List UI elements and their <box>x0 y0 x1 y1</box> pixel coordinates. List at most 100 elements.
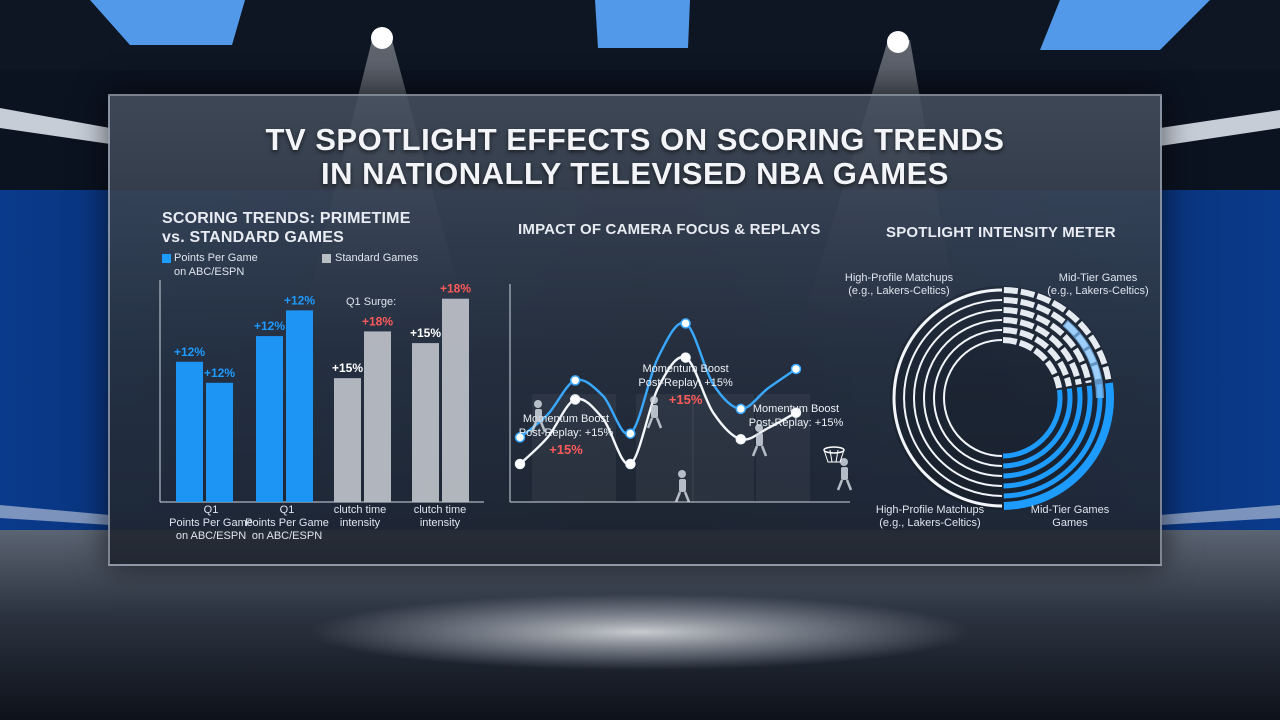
gauge-ring-left-5 <box>943 339 1003 457</box>
line-point-0-8 <box>735 403 747 415</box>
line-point-1-4 <box>625 458 636 470</box>
legend-label-blue-line1: Points Per Game <box>174 252 258 264</box>
gauge-ring-top-right-0 <box>1003 287 1112 380</box>
gauge-ring-bottom-right-4 <box>1003 388 1073 469</box>
player-leg-left-icon-3 <box>751 445 759 457</box>
bar-group-1-line1: Q1 <box>279 504 295 516</box>
gauge-top-right-line1: Mid-Tier Games <box>1058 272 1138 284</box>
bar-2 <box>256 336 283 502</box>
line-series-1 <box>519 355 797 466</box>
line-point-0-4 <box>625 428 636 439</box>
bar-group-label-0: Q1 Points Per Game on ABC/ESPN <box>164 504 258 543</box>
line-point-1-8 <box>735 434 747 445</box>
bar-group-3-line1: clutch time <box>413 504 467 516</box>
bar-group-label-2: clutch time intensity <box>320 504 400 530</box>
bar-chart: +12% +12% +12% +12% +15% +18% +15% +18% <box>159 280 484 503</box>
annotation-1-line2: Post-Replay: +15% <box>638 377 733 389</box>
gauge-label-bottom-left: High-Profile Matchups (e.g., Lakers-Celt… <box>860 504 1000 530</box>
player-silhouette-icon-4 <box>836 458 853 491</box>
player-torso-icon-3 <box>756 433 763 446</box>
legend-label-blue-line2: on ABC/ESPN <box>174 266 245 278</box>
player-head-icon-1 <box>650 396 658 404</box>
player-leg-right-icon-1 <box>655 417 663 429</box>
line-chart: Momentum Boost Post-Replay: +15% +15% Momen… <box>509 284 853 503</box>
gauge-section-title: SPOTLIGHT INTENSITY METER <box>886 224 1116 241</box>
hoop-rim-icon <box>823 446 845 454</box>
gauge-ring-left-3 <box>923 319 1003 477</box>
gauge-ring-top-right-1 <box>1003 297 1102 382</box>
gauge-ring-top-right-5 <box>1002 337 1063 389</box>
gauge-ring-bottom-right-1 <box>1003 384 1103 499</box>
gauge-label-bottom-right: Mid-Tier Games Games <box>1020 504 1120 530</box>
gauge-ring-bottom-right-2 <box>1003 385 1093 489</box>
line-section-title: IMPACT OF CAMERA FOCUS & REPLAYS <box>518 221 821 238</box>
legend-swatch-blue <box>162 254 171 263</box>
main-title-line1: TV SPOTLIGHT EFFECTS ON SCORING TRENDS <box>265 122 1005 157</box>
intensity-gauge <box>890 286 1114 510</box>
player-leg-left-icon-4 <box>836 479 844 491</box>
bar-value-label-1: +12% <box>204 366 235 380</box>
gauge-bottom-right-line1: Mid-Tier Games <box>1030 504 1110 516</box>
basketball-hoop-icon <box>823 446 845 463</box>
line-series-0 <box>519 321 797 439</box>
bar-4 <box>334 378 361 502</box>
gauge-ring-left-0 <box>892 288 1003 508</box>
bar-3 <box>286 310 313 502</box>
bar-section-title-line2: vs. STANDARD GAMES <box>162 229 344 246</box>
bar-value-label-0: +12% <box>174 345 205 359</box>
player-silhouette-icon-1 <box>646 396 663 429</box>
bar-value-label-6: +15% <box>410 326 441 340</box>
bar-6 <box>412 343 439 502</box>
gauge-ring-top-right-4 <box>1003 327 1072 387</box>
gauge-bottom-left-line1: High-Profile Matchups <box>875 504 985 516</box>
player-leg-left-icon-1 <box>646 417 654 429</box>
gauge-top-left-line1: High-Profile Matchups <box>844 272 954 284</box>
gauge-ring-bottom-right-3 <box>1003 386 1083 479</box>
hoop-net-icon <box>823 449 845 463</box>
player-torso-icon-2 <box>679 479 686 492</box>
gauge-bottom-right-line2: Games <box>1052 517 1088 529</box>
line-point-0-0 <box>514 432 526 443</box>
bar-5 <box>364 331 391 502</box>
annotation-2-line2: Post-Replay: +15% <box>749 417 844 429</box>
player-head-icon-0 <box>534 400 542 408</box>
line-point-0-2 <box>569 375 581 386</box>
player-torso-icon-1 <box>651 405 658 418</box>
line-point-1-2 <box>569 394 581 405</box>
player-silhouette-icon-0 <box>530 400 547 433</box>
player-silhouette-icon-2 <box>674 470 691 503</box>
player-head-icon-4 <box>840 458 848 466</box>
line-bg-column-0 <box>532 394 616 502</box>
main-title-line2: IN NATIONALLY TELEVISED NBA GAMES <box>321 156 949 191</box>
player-leg-right-icon-3 <box>760 445 768 457</box>
annotation-1-value: +15% <box>669 392 703 407</box>
gauge-top-left-line2: (e.g., Lakers-Celtics) <box>848 285 950 297</box>
gauge-ring-bottom-right-5 <box>1002 389 1063 459</box>
player-torso-icon-4 <box>841 467 848 480</box>
player-torso-icon-0 <box>535 409 542 422</box>
gauge-label-top-right: Mid-Tier Games (e.g., Lakers-Celtics) <box>1040 272 1156 298</box>
annotation-0-value: +15% <box>549 442 583 457</box>
gauge-label-top-left: High-Profile Matchups (e.g., Lakers-Celt… <box>834 272 964 298</box>
annotation-1-line1: Momentum Boost <box>642 363 728 375</box>
gauge-ring-top-right-3 <box>1003 317 1082 386</box>
bar-group-3-line2: intensity <box>419 517 461 529</box>
player-leg-right-icon-4 <box>845 479 853 491</box>
line-point-1-10 <box>790 407 802 418</box>
bar-group-label-3: clutch time intensity <box>400 504 480 530</box>
line-point-1-6 <box>680 352 691 363</box>
bar-group-0-line1: Q1 <box>203 504 219 516</box>
legend-swatch-gray <box>322 254 331 263</box>
annotation-0-line2: Post-Replay: +15% <box>519 427 614 439</box>
player-head-icon-2 <box>678 470 686 478</box>
bar-value-label-5: +18% <box>362 314 393 328</box>
bar-7 <box>442 298 469 502</box>
player-head-icon-3 <box>755 424 763 432</box>
bar-section-title-line1: SCORING TRENDS: PRIMETIME <box>162 210 411 227</box>
gauge-ring-top-right-2 <box>1003 307 1092 384</box>
bar-group-2-line1: clutch time <box>333 504 387 516</box>
gauge-highlight-segment <box>1062 319 1104 399</box>
bar-group-label-1: Q1 Points Per Game on ABC/ESPN <box>240 504 334 543</box>
gauge-top-right-line2: (e.g., Lakers-Celtics) <box>1047 285 1149 297</box>
bar-0 <box>176 361 203 502</box>
